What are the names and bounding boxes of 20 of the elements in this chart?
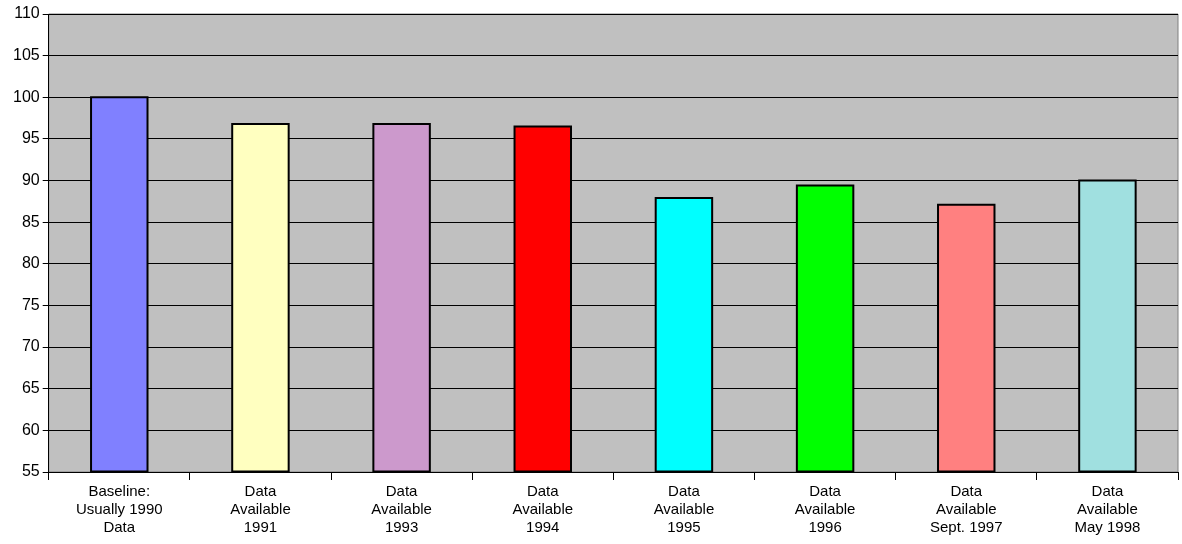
y-tick-label: 105 bbox=[12, 46, 40, 64]
x-tick-label: Data Available Sept. 1997 bbox=[929, 482, 1003, 536]
x-tick-label: Data Available 1995 bbox=[653, 482, 715, 536]
y-tick-label: 55 bbox=[21, 462, 40, 480]
x-tick-label: Data Available 1993 bbox=[371, 482, 432, 536]
y-tick-label: 60 bbox=[21, 420, 40, 438]
x-tick-label: Baseline: Usually 1990 Data bbox=[75, 482, 163, 536]
x-tick-label: Data Available 1994 bbox=[512, 482, 574, 536]
y-tick-label: 95 bbox=[21, 129, 40, 147]
y-tick-label: 70 bbox=[21, 337, 40, 355]
x-tick-label: Data Available 1991 bbox=[230, 482, 291, 536]
y-tick-label: 100 bbox=[12, 87, 40, 105]
y-tick-label: 65 bbox=[21, 379, 40, 397]
y-tick-label: 90 bbox=[21, 170, 40, 188]
x-tick-label: Data Available May 1998 bbox=[1074, 482, 1141, 536]
y-tick-label: 75 bbox=[21, 295, 40, 313]
x-tick-label: Data Available 1996 bbox=[794, 482, 856, 536]
y-tick-label: 85 bbox=[21, 212, 40, 230]
y-tick-label: 110 bbox=[14, 4, 40, 22]
y-tick-label: 80 bbox=[21, 254, 40, 272]
